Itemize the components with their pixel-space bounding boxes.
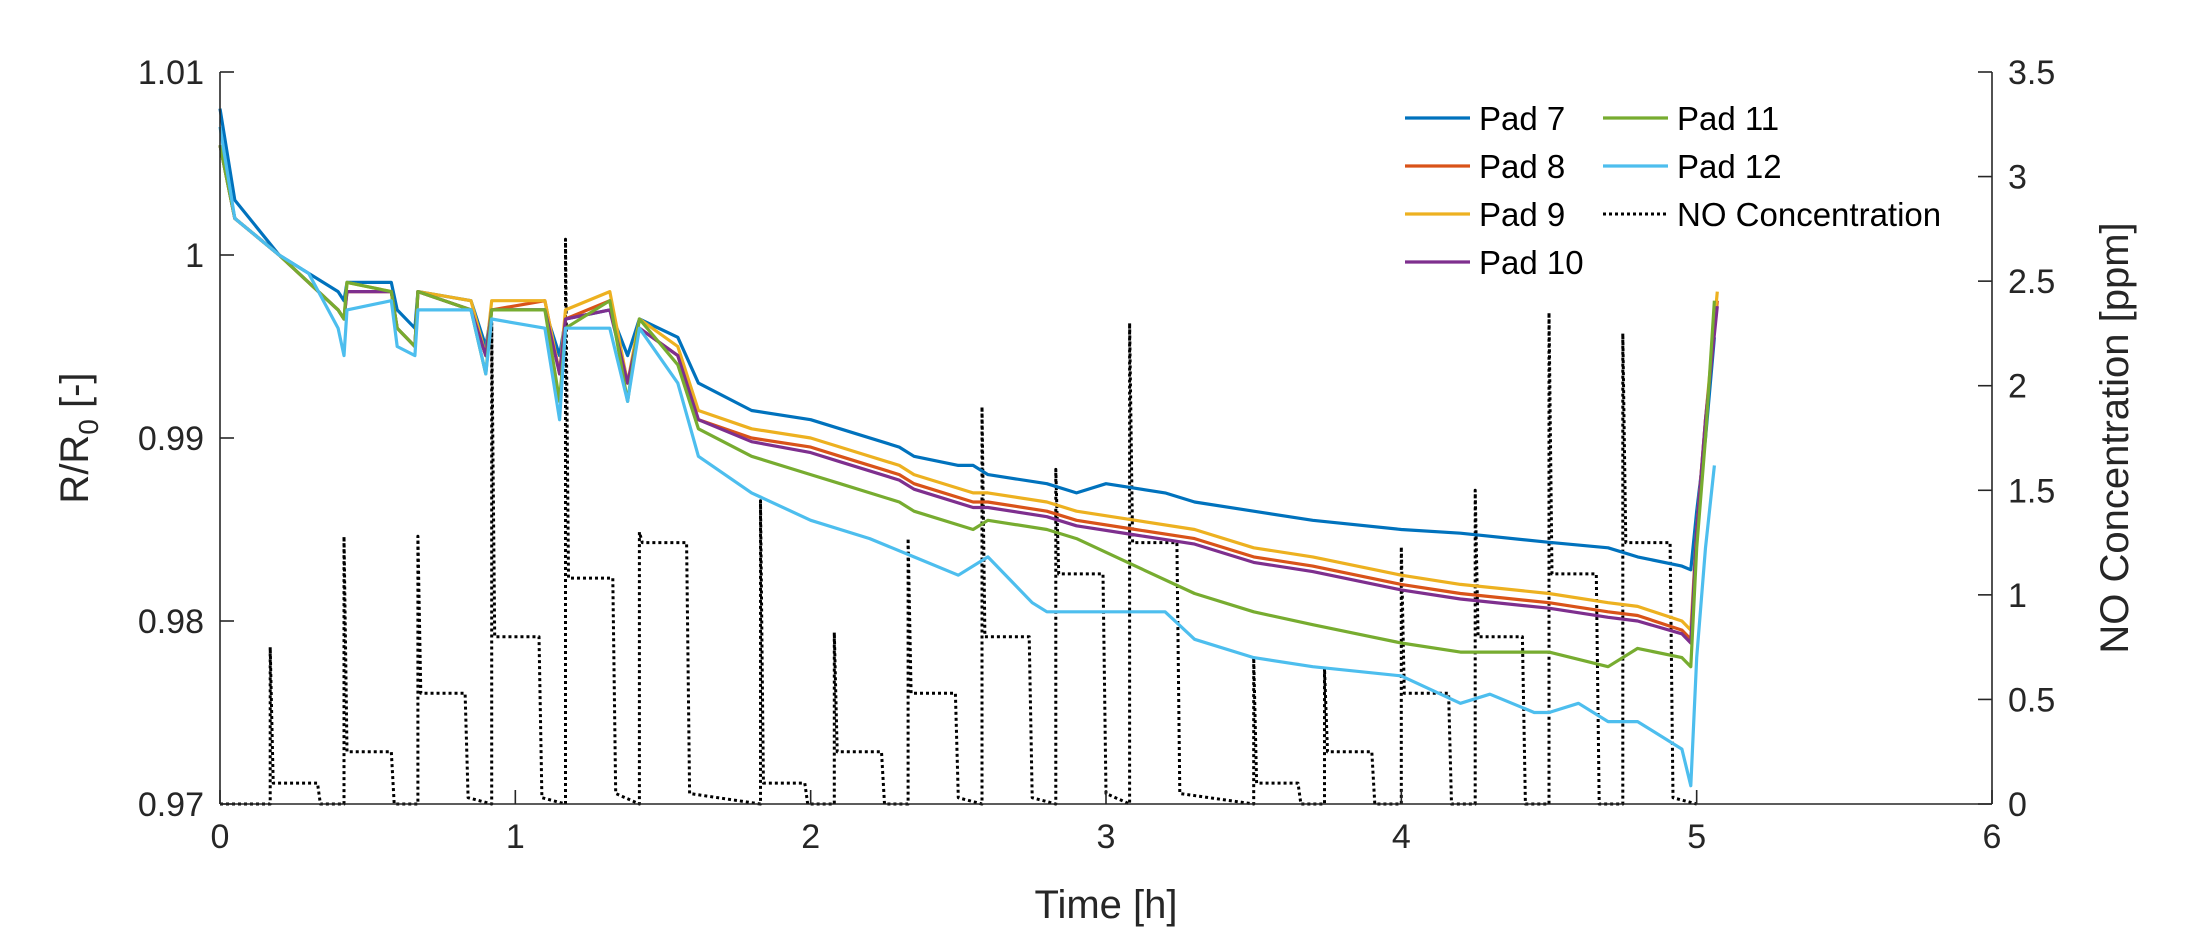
series-line-no-concentration (220, 237, 1698, 806)
x-tick-label: 2 (801, 818, 820, 856)
legend-label-pad-11: Pad 11 (1677, 100, 1779, 137)
legend-label-pad-9: Pad 9 (1479, 196, 1565, 233)
legend-label-pad-12: Pad 12 (1677, 148, 1782, 185)
x-tick-label: 1 (506, 818, 525, 856)
y-axis-left-title-suffix: [-] (53, 372, 97, 419)
series-line-pad-7 (218, 108, 1716, 572)
y-axis-left-title-sub: 0 (73, 419, 104, 435)
legend: Pad 7 Pad 8 Pad 9 Pad 10 Pad 11 Pad 12 NO Conc… (1405, 100, 1941, 281)
legend-label-no-concentration: NO Concentration (1677, 196, 1941, 233)
y-axis-right-ticks: 0 0.5 1 1.5 2 2.5 3 3.5 (1978, 54, 2055, 824)
series-line-pad-12 (218, 126, 1716, 788)
y-left-tick-label: 0.97 (138, 786, 204, 824)
y-right-tick-label: 3.5 (2008, 54, 2055, 92)
x-tick-label: 0 (211, 818, 230, 856)
legend-label-pad-10: Pad 10 (1479, 244, 1584, 281)
y-axis-right-title: NO Concentration [ppm] (2093, 222, 2137, 653)
y-right-tick-label: 1 (2008, 577, 2027, 615)
x-axis-title: Time [h] (1035, 883, 1178, 927)
x-tick-label: 4 (1392, 818, 1411, 856)
y-left-tick-label: 1 (185, 237, 204, 275)
x-tick-label: 6 (1983, 818, 2002, 856)
y-axis-left-title: R/R0 [-] (53, 372, 104, 503)
y-left-tick-label: 1.01 (138, 54, 204, 92)
y-right-tick-label: 0.5 (2008, 681, 2055, 719)
y-right-tick-label: 3 (2008, 159, 2027, 197)
y-axis-left-title-base: R/R (53, 435, 97, 504)
series-line-pad-11 (218, 144, 1716, 669)
y-right-tick-label: 0 (2008, 786, 2027, 824)
y-right-tick-label: 1.5 (2008, 472, 2055, 510)
plot-series (218, 108, 1719, 806)
legend-label-pad-8: Pad 8 (1479, 148, 1565, 185)
x-axis-ticks: 0 1 2 3 4 5 6 (211, 790, 2002, 856)
x-tick-label: 3 (1097, 818, 1116, 856)
y-axis-left-ticks: 0.97 0.98 0.99 1 1.01 (138, 54, 234, 824)
x-tick-label: 5 (1687, 818, 1706, 856)
legend-label-pad-7: Pad 7 (1479, 100, 1565, 137)
y-left-tick-label: 0.99 (138, 420, 204, 458)
y-left-tick-label: 0.98 (138, 603, 204, 641)
y-right-tick-label: 2.5 (2008, 263, 2055, 301)
y-right-tick-label: 2 (2008, 368, 2027, 406)
